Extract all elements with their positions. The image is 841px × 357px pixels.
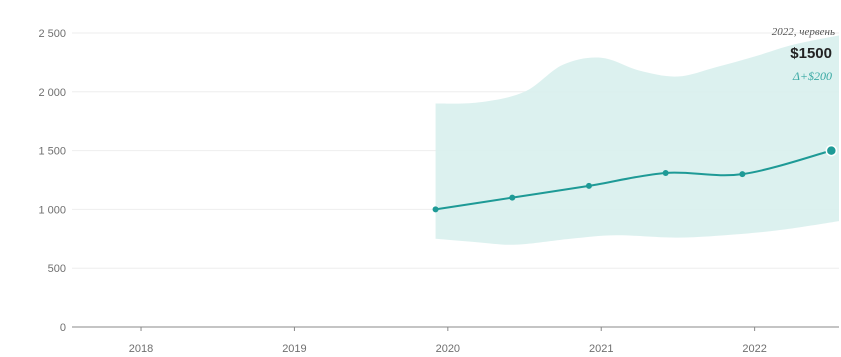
y-tick-label: 2 000: [38, 87, 66, 99]
x-tick-label: 2018: [129, 343, 153, 355]
x-tick-label: 2019: [282, 343, 306, 355]
annotation-delta: Δ+$200: [792, 69, 832, 83]
y-axis-ticks: 0 500 1 000 1 500 2 000 2 500: [38, 28, 66, 334]
y-tick-label: 1 000: [38, 204, 66, 216]
y-tick-label: 1 500: [38, 146, 66, 158]
series-line-0: [435, 149, 832, 211]
series-point: [739, 171, 746, 178]
series-point: [432, 206, 439, 213]
confidence-band: [435, 35, 839, 245]
x-tick-label: 2022: [742, 343, 766, 355]
confidence-band-layer: [435, 35, 839, 245]
y-tick-label: 0: [60, 322, 66, 334]
series-point: [825, 144, 838, 157]
series-point: [662, 169, 669, 176]
x-tick-label: 2020: [436, 343, 460, 355]
y-tick-label: 2 500: [38, 28, 66, 40]
series-point: [585, 182, 592, 189]
series-line-layer: [435, 149, 832, 211]
series-points: [432, 144, 838, 213]
annotation-value: $1500: [790, 45, 832, 62]
latest-value-annotation: 2022, червень $1500 Δ+$200: [772, 26, 835, 83]
series-point: [509, 194, 516, 201]
x-tick-label: 2021: [589, 343, 613, 355]
y-tick-label: 500: [48, 263, 66, 275]
x-axis-ticks: 2018 2019 2020 2021 2022: [129, 327, 767, 355]
annotation-date: 2022, червень: [772, 26, 835, 38]
